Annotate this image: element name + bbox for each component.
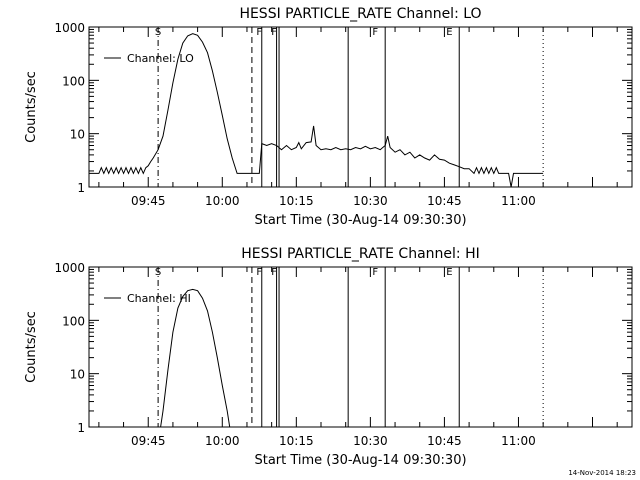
flag-label: F: [271, 267, 277, 278]
x-tick-label: 09:45: [131, 194, 166, 208]
x-tick-label: 10:30: [353, 434, 388, 448]
x-tick-label: 10:15: [279, 194, 314, 208]
flag-label: F: [372, 267, 378, 278]
y-tick-label: 10: [70, 128, 85, 142]
flag-label: F: [372, 27, 378, 38]
x-tick-label: 10:00: [205, 194, 240, 208]
flag-label: E: [446, 27, 452, 38]
x-tick-label: 10:30: [353, 194, 388, 208]
y-tick-label: 100: [62, 314, 85, 328]
y-tick-label: 1000: [54, 261, 85, 275]
y-tick-label: 1: [77, 181, 85, 195]
x-tick-label: 11:00: [501, 434, 536, 448]
panel-hi: HESSI PARTICLE_RATE Channel: HI Counts/se…: [24, 246, 633, 468]
flag-label: F: [256, 27, 262, 38]
x-tick-label: 09:45: [131, 434, 166, 448]
x-tick-label: 10:45: [427, 434, 462, 448]
series-line: [160, 288, 231, 428]
y-axis-label: Counts/sec: [24, 71, 39, 143]
series-line: [89, 33, 544, 188]
y-tick-label: 1: [77, 421, 85, 435]
chart-title: HESSI PARTICLE_RATE Channel: LO: [239, 6, 481, 22]
y-tick-label: 1000: [54, 21, 85, 35]
legend-label: Channel: LO: [127, 52, 194, 65]
chart-title: HESSI PARTICLE_RATE Channel: HI: [241, 246, 479, 262]
flag-label: F: [271, 27, 277, 38]
flag-label: S: [155, 267, 161, 278]
y-tick-label: 10: [70, 368, 85, 382]
x-tick-label: 10:45: [427, 194, 462, 208]
flag-label: E: [446, 267, 452, 278]
panel-lo: HESSI PARTICLE_RATE Channel: LO Counts/se…: [24, 6, 633, 228]
timestamp: 14-Nov-2014 18:23: [568, 469, 636, 477]
plot-frame: [88, 266, 633, 428]
plot-frame: [88, 26, 633, 188]
y-tick-label: 100: [62, 74, 85, 88]
flag-label: S: [155, 27, 161, 38]
x-axis-label: Start Time (30-Aug-14 09:30:30): [254, 453, 466, 468]
flag-label: F: [256, 267, 262, 278]
x-tick-label: 10:00: [205, 434, 240, 448]
x-tick-label: 11:00: [501, 194, 536, 208]
x-axis-label: Start Time (30-Aug-14 09:30:30): [254, 213, 466, 228]
x-tick-label: 10:15: [279, 434, 314, 448]
y-axis-label: Counts/sec: [24, 311, 39, 383]
legend-label: Channel: HI: [127, 292, 191, 305]
